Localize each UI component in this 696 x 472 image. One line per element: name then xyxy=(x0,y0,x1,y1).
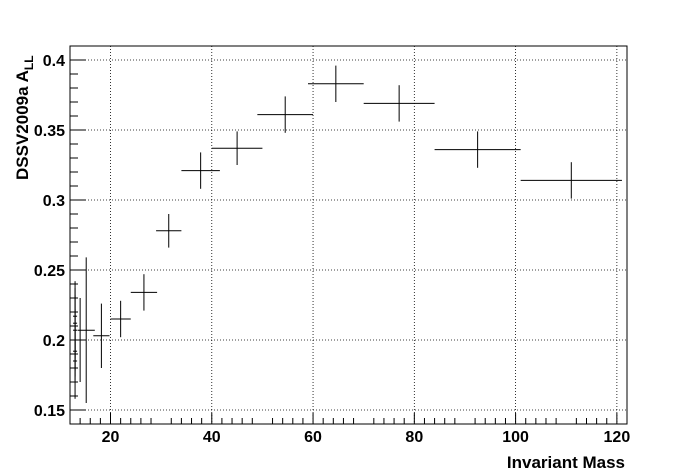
data-point xyxy=(307,65,364,102)
data-point xyxy=(77,298,83,382)
data-point xyxy=(181,152,220,189)
grid xyxy=(70,46,627,424)
y-tick-label: 0.2 xyxy=(43,333,65,350)
x-tick-label: 40 xyxy=(203,429,221,446)
x-tick-label: 120 xyxy=(604,429,631,446)
data-point xyxy=(363,85,435,122)
data-points xyxy=(73,65,622,403)
x-tick-label: 100 xyxy=(502,429,529,446)
data-point xyxy=(73,281,78,352)
data-point xyxy=(110,300,131,338)
y-axis-label-main: DSSV2009a A xyxy=(13,70,32,180)
y-tick-label: 0.25 xyxy=(34,263,65,280)
y-tick-label: 0.4 xyxy=(43,53,65,70)
data-point xyxy=(257,96,314,133)
tick-labels: 20 40 60 80 100 120 0.15 0.2 0.25 0.3 0.35 0.4 xyxy=(34,53,630,446)
data-point xyxy=(93,303,110,368)
data-point xyxy=(156,214,182,248)
y-tick-label: 0.3 xyxy=(43,193,65,210)
y-axis-label: DSSV2009a ALL xyxy=(13,55,36,180)
data-point xyxy=(77,257,95,403)
axis-ticks xyxy=(70,45,628,425)
x-axis-label: Invariant Mass xyxy=(507,453,625,472)
x-tick-label: 60 xyxy=(304,429,322,446)
data-point xyxy=(130,274,158,311)
y-tick-label: 0.35 xyxy=(34,123,65,140)
plot-frame xyxy=(69,45,628,425)
y-axis-label-subscript: LL xyxy=(22,55,36,70)
data-point xyxy=(211,131,263,165)
data-point xyxy=(434,131,521,168)
y-tick-label: 0.15 xyxy=(34,403,65,420)
data-point xyxy=(520,162,622,199)
x-tick-label: 20 xyxy=(102,429,120,446)
x-tick-label: 80 xyxy=(405,429,423,446)
